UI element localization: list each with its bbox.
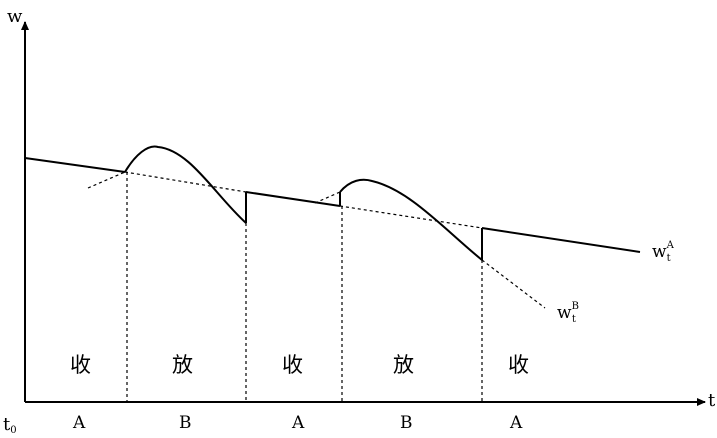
y-axis-label: w	[7, 6, 23, 27]
curve-a-line	[24, 157, 641, 253]
curve-b-dotted	[481, 259, 546, 309]
region-5-top-label: 收	[508, 353, 529, 377]
arch-1-extension	[87, 171, 126, 189]
x-axis-label: t	[708, 390, 716, 411]
arch-2	[339, 178, 483, 261]
region-4-top-label: 放	[393, 353, 414, 377]
region-5-bottom-label: A	[509, 413, 523, 433]
origin-label: t0	[3, 414, 17, 434]
region-1-bottom-label: A	[72, 413, 86, 433]
curve-a-dotted	[124, 171, 483, 229]
region-2-bottom-label: B	[179, 413, 192, 433]
arch-1	[124, 145, 247, 224]
arch-2-extension	[314, 191, 341, 204]
divider-lines	[126, 172, 483, 402]
region-2-top-label: 放	[172, 353, 193, 377]
curve-b-label: wB t	[557, 301, 579, 325]
curve-a-label: wA t	[652, 240, 675, 264]
region-3-bottom-label: A	[291, 413, 305, 433]
region-3-top-label: 收	[282, 353, 303, 377]
region-1-top-label: 收	[70, 353, 91, 377]
region-4-bottom-label: B	[400, 413, 413, 433]
